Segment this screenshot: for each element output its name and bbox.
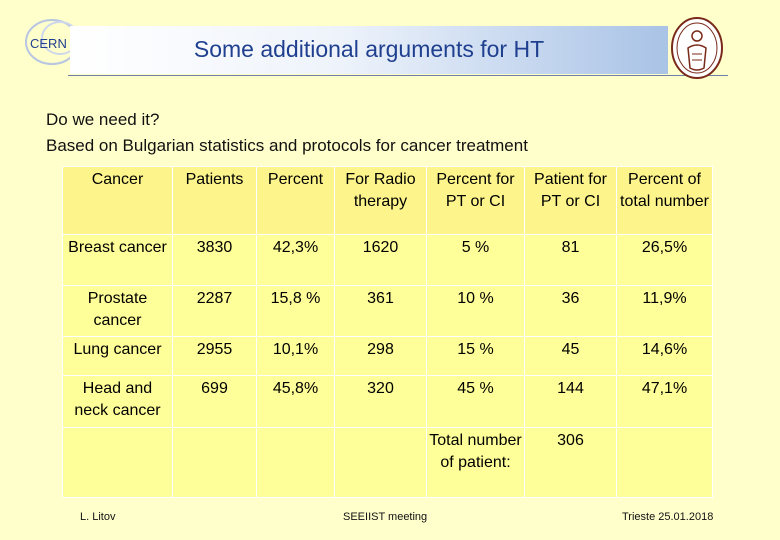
col-header-patient-pt-ci: Patient for PT or CI: [524, 166, 617, 235]
table-header-row: Cancer Patients Percent For Radio therap…: [62, 166, 713, 235]
table-cell: 2955: [172, 336, 257, 376]
table-cell: 5 %: [426, 234, 525, 286]
table-cell: Head and neck cancer: [62, 375, 173, 428]
col-header-percent-total: Percent of total number: [616, 166, 713, 235]
cern-logo-text: CERN: [30, 36, 67, 51]
col-header-patients: Patients: [172, 166, 257, 235]
page-title: Some additional arguments for HT: [193, 36, 545, 62]
table-cell: [256, 427, 335, 498]
table-row-total: Total number of patient: 306: [62, 427, 713, 498]
table-cell: [62, 427, 173, 498]
table-cell: [172, 427, 257, 498]
table-cell: Prostate cancer: [62, 285, 173, 337]
footer-author: L. Litov: [80, 511, 116, 523]
title-bar: Some additional arguments for HT: [70, 26, 668, 74]
table-cell: 45: [524, 336, 617, 376]
table-cell: 10 %: [426, 285, 525, 337]
cancer-statistics-table: Cancer Patients Percent For Radio therap…: [62, 166, 713, 498]
intro-text: Do we need it? Based on Bulgarian statis…: [46, 107, 528, 159]
col-header-percent: Percent: [256, 166, 335, 235]
table-cell: 699: [172, 375, 257, 428]
table-cell: 11,9%: [616, 285, 713, 337]
table-cell: [616, 427, 713, 498]
intro-question: Do we need it?: [46, 110, 160, 129]
intro-basis: Based on Bulgarian statistics and protoc…: [46, 136, 528, 155]
table-cell: Lung cancer: [62, 336, 173, 376]
table-cell: 3830: [172, 234, 257, 286]
university-seal-icon: [671, 17, 723, 79]
table-cell: 81: [524, 234, 617, 286]
table-cell: 361: [334, 285, 427, 337]
table-cell: Breast cancer: [62, 234, 173, 286]
table-cell: [334, 427, 427, 498]
table-cell: 42,3%: [256, 234, 335, 286]
table-row: Lung cancer 2955 10,1% 298 15 % 45 14,6%: [62, 336, 713, 376]
table-cell: 298: [334, 336, 427, 376]
table-cell: 2287: [172, 285, 257, 337]
total-label-cell: Total number of patient:: [426, 427, 525, 498]
col-header-percent-pt-ci: Percent for PT or CI: [426, 166, 525, 235]
table-cell: 10,1%: [256, 336, 335, 376]
table-cell: 320: [334, 375, 427, 428]
table-cell: 144: [524, 375, 617, 428]
footer-meeting: SEEIIST meeting: [343, 511, 428, 523]
table-cell: 26,5%: [616, 234, 713, 286]
table-cell: 36: [524, 285, 617, 337]
table-row: Breast cancer 3830 42,3% 1620 5 % 81 26,…: [62, 234, 713, 286]
col-header-radio-therapy: For Radio therapy: [334, 166, 427, 235]
title-divider: [68, 75, 728, 76]
table-cell: 15,8 %: [256, 285, 335, 337]
table-cell: 45,8%: [256, 375, 335, 428]
table-cell: 15 %: [426, 336, 525, 376]
table-cell: 45 %: [426, 375, 525, 428]
col-header-cancer: Cancer: [62, 166, 173, 235]
footer-place-date: Trieste 25.01.2018: [622, 511, 714, 523]
total-value-cell: 306: [524, 427, 617, 498]
table-cell: 1620: [334, 234, 427, 286]
table-row: Head and neck cancer 699 45,8% 320 45 % …: [62, 375, 713, 428]
table-cell: 14,6%: [616, 336, 713, 376]
table-cell: 47,1%: [616, 375, 713, 428]
table-row: Prostate cancer 2287 15,8 % 361 10 % 36 …: [62, 285, 713, 337]
